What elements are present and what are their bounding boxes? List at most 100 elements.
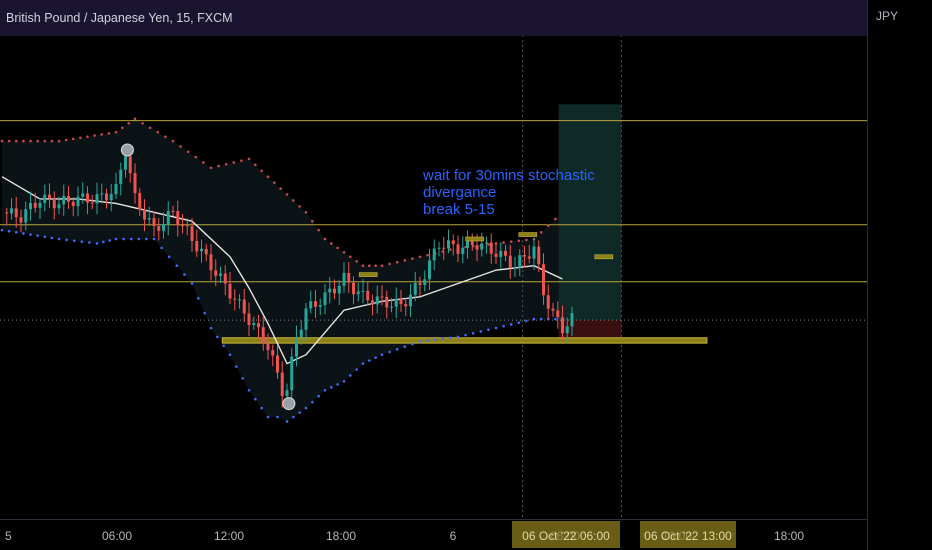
time-tick-label: 18:00 (326, 529, 356, 543)
candle-body (52, 198, 56, 209)
upper-band-dot (273, 181, 276, 184)
candle-body (76, 196, 80, 207)
upper-band-dot (164, 135, 167, 138)
candle-body (109, 194, 113, 201)
lower-band-dot (342, 380, 346, 383)
candle-body (209, 254, 213, 271)
lower-band-dot (317, 394, 320, 398)
candle-body (48, 194, 51, 199)
stop-zone (558, 320, 622, 340)
lower-band-dot (102, 240, 105, 244)
time-badge (512, 521, 620, 548)
upper-band-dot (361, 264, 365, 268)
candle-body (442, 247, 446, 249)
price-axis[interactable] (867, 0, 932, 550)
candle-body (290, 356, 294, 391)
lower-band-dot (0, 228, 4, 232)
upper-band-dot (100, 133, 104, 136)
candle-body (309, 301, 313, 309)
candle-body (318, 305, 322, 307)
candle-body (119, 169, 123, 184)
lower-band-dot (266, 415, 270, 419)
candle-body (342, 273, 346, 286)
candle-body (138, 193, 142, 210)
time-tick-label: 5 (5, 529, 12, 543)
candle-body (570, 313, 574, 327)
upper-band-dot (336, 246, 339, 250)
candle-body (271, 350, 275, 356)
upper-band-dot (107, 132, 111, 135)
upper-band-dot (127, 122, 130, 125)
candle-body (162, 223, 165, 231)
upper-band-dot (374, 264, 377, 268)
upper-band-dot (194, 155, 198, 159)
high-marker-icon (120, 143, 134, 157)
upper-band-dot (121, 126, 124, 130)
upper-band-dot (232, 161, 236, 164)
candle-body (518, 255, 522, 268)
candle-body (437, 247, 441, 249)
candle-body (399, 298, 403, 305)
candle-body (375, 296, 379, 305)
candle-body (390, 306, 393, 308)
upper-band-dot (186, 150, 190, 154)
candle-body (62, 196, 66, 205)
lower-band-dot (395, 348, 399, 351)
candle-body (404, 304, 408, 307)
candle-body (71, 201, 75, 207)
lower-band-dot (114, 237, 118, 241)
candle-body (24, 209, 28, 223)
candle-body (461, 247, 465, 254)
moving-average-line (1, 176, 563, 365)
candle-body (366, 290, 370, 301)
time-axis[interactable] (0, 519, 867, 550)
candle-body (233, 298, 237, 300)
lower-band-dot (175, 264, 179, 268)
lower-band-dot (203, 311, 206, 315)
upper-band-dot (224, 162, 228, 166)
candle-body (513, 267, 517, 269)
candle-body (371, 300, 374, 305)
candle-body (29, 202, 32, 210)
upper-band-dot (71, 137, 75, 141)
upper-band-dot (292, 199, 295, 202)
lower-band-dot (216, 335, 219, 339)
candle-body (295, 337, 298, 357)
lower-band-dot (254, 397, 257, 401)
upper-band-dot (323, 237, 327, 241)
candle-body (409, 294, 412, 307)
lower-band-dot (57, 237, 61, 241)
lower-band-dot (304, 406, 308, 410)
upper-band-dot (86, 135, 89, 138)
candle-body (499, 250, 503, 257)
upper-band-dot (426, 253, 429, 257)
candle-body (238, 299, 241, 301)
lower-band-dot (380, 353, 384, 357)
symbol-title[interactable]: British Pound / Japanese Yen, 15, FXCM (6, 11, 233, 25)
candle-body (323, 292, 327, 306)
candle-body (95, 194, 99, 204)
candle-body (124, 156, 127, 170)
candle-body (152, 218, 156, 227)
upper-band-dot (502, 241, 505, 244)
lower-band-dot (22, 232, 25, 235)
candle-body (333, 288, 336, 294)
lower-band-dot (374, 356, 377, 359)
lower-band-dot (349, 374, 352, 377)
upper-band-dot (141, 122, 144, 125)
lower-band-dot (247, 389, 251, 392)
lower-band-dot (36, 234, 39, 237)
target-zone (558, 104, 622, 321)
low-marker-icon (282, 397, 296, 411)
candle-body (546, 295, 550, 309)
time-badge-text: 06 Oct '22 06:00 (522, 529, 610, 543)
chart-annotation-text[interactable]: wait for 30mins stochastic divergance br… (423, 167, 595, 218)
candle-body (57, 204, 61, 209)
upper-band-dot (43, 139, 47, 143)
band-cloud (2, 118, 563, 422)
lower-band-dot (260, 406, 263, 410)
lower-band-dot (368, 359, 371, 362)
lower-band-dot (122, 237, 125, 241)
